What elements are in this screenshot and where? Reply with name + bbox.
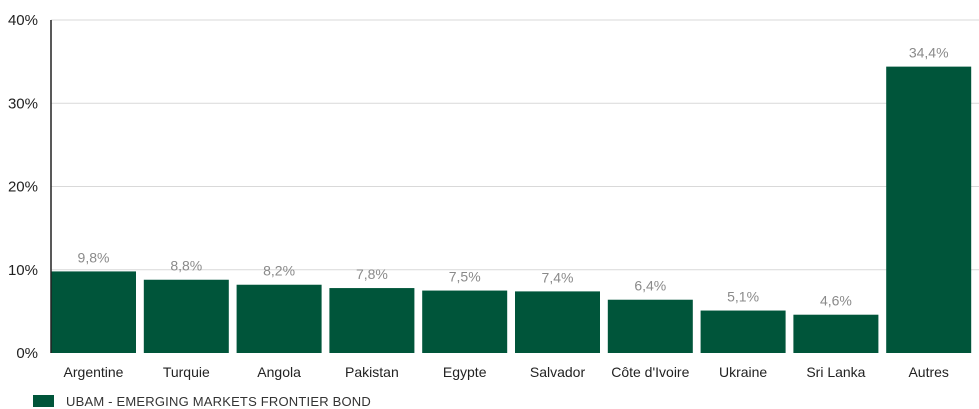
data-label: 7,8%: [356, 266, 388, 282]
data-label: 5,1%: [727, 289, 759, 305]
data-label: 34,4%: [909, 45, 949, 61]
data-label: 6,4%: [634, 278, 666, 294]
data-label: 8,8%: [170, 258, 202, 274]
category-label: Argentine: [64, 364, 124, 380]
y-tick-label: 10%: [8, 262, 38, 279]
bar: [700, 310, 786, 353]
category-label: Turquie: [163, 364, 210, 380]
bar: [51, 271, 136, 353]
y-axis-ticks: 0% 10% 20% 30% 40%: [8, 12, 38, 362]
bar: [329, 288, 415, 353]
data-label: 7,4%: [542, 269, 574, 285]
x-axis-categories: Argentine Turquie Angola Pakistan Egypte Salv…: [64, 364, 949, 380]
category-label: Ukraine: [719, 364, 767, 380]
bar: [886, 66, 972, 354]
category-label: Côte d'Ivoire: [611, 364, 689, 380]
data-labels: 9,8% 8,8% 8,2% 7,8% 7,5% 7,4% 6,4% 5,1% 4,6% 34,4…: [78, 45, 949, 309]
y-tick-label: 40%: [8, 12, 38, 29]
bar: [607, 299, 693, 353]
y-tick-label: 20%: [8, 179, 38, 196]
data-label: 9,8%: [78, 249, 110, 265]
category-label: Salvador: [530, 364, 586, 380]
data-label: 8,2%: [263, 263, 295, 279]
bar: [793, 314, 879, 353]
category-label: Angola: [257, 364, 301, 380]
bar: [143, 279, 229, 353]
y-tick-label: 30%: [8, 95, 38, 112]
data-label: 7,5%: [449, 269, 481, 285]
category-label: Autres: [908, 364, 948, 380]
bar: [422, 290, 508, 353]
y-tick-label: 0%: [16, 345, 38, 362]
legend-swatch: [33, 395, 54, 407]
legend: UBAM - EMERGING MARKETS FRONTIER BOND: [33, 393, 371, 409]
category-label: Egypte: [443, 364, 487, 380]
legend-label: UBAM - EMERGING MARKETS FRONTIER BOND: [66, 393, 371, 409]
gridlines: [51, 19, 979, 271]
data-label: 4,6%: [820, 293, 852, 309]
category-label: Sri Lanka: [806, 364, 865, 380]
category-label: Pakistan: [345, 364, 399, 380]
bar: [236, 284, 322, 353]
bars: [51, 66, 972, 354]
bar: [515, 291, 600, 353]
